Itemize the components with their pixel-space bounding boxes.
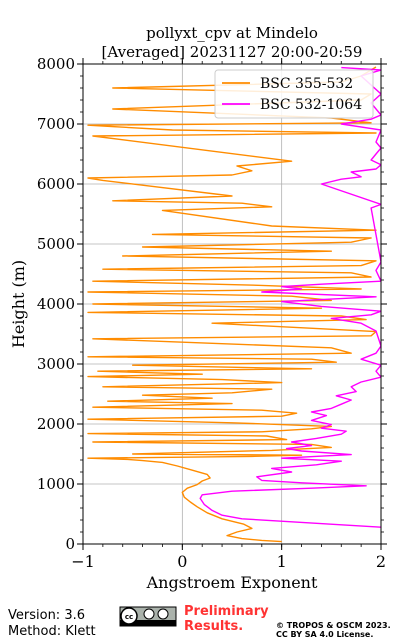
legend: BSC 355-532 BSC 532-1064 [214,69,374,119]
x-tick-label: 1 [277,552,287,571]
legend-label-bsc-532-1064: BSC 532-1064 [260,97,362,113]
legend-box [214,69,374,119]
x-axis-label: Angstroem Exponent [146,573,318,592]
chart-subtitle: [Averaged] 20231127 20:00-20:59 [102,43,363,61]
method-text: Method: Klett [8,624,96,639]
results-text: Results. [184,619,243,634]
y-tick-label: 8000 [37,55,75,73]
cc-license-icon: cc [119,606,177,627]
chart-title: pollyxt_cpv at Mindelo [146,24,318,42]
x-tick-label: 2 [376,552,386,571]
x-tick-label: 0 [177,552,187,571]
y-axis-label: Height (m) [9,260,28,348]
y-tick-label: 3000 [37,355,75,373]
y-tick-label: 1000 [37,475,75,493]
copyright-line-1: © TROPOS & OSCM 2023. [276,621,391,630]
y-tick-label: 4000 [37,295,75,313]
copyright-line-2: CC BY SA 4.0 License. [276,630,373,639]
version-text: Version: 3.6 [8,608,85,623]
preliminary-text: Preliminary [184,604,269,619]
y-tick-label: 0 [65,535,75,553]
y-tick-label: 7000 [37,115,75,133]
x-tick-label: −1 [71,552,95,571]
y-tick-label: 2000 [37,415,75,433]
legend-label-bsc-355-532: BSC 355-532 [260,76,353,92]
svg-text:cc: cc [125,613,133,621]
y-tick-label: 5000 [37,235,75,253]
series-line-bsc-532-1064 [199,66,381,528]
series-layer [87,66,381,543]
y-tick-label: 6000 [37,175,75,193]
series-line-bsc-355-532 [87,66,377,543]
